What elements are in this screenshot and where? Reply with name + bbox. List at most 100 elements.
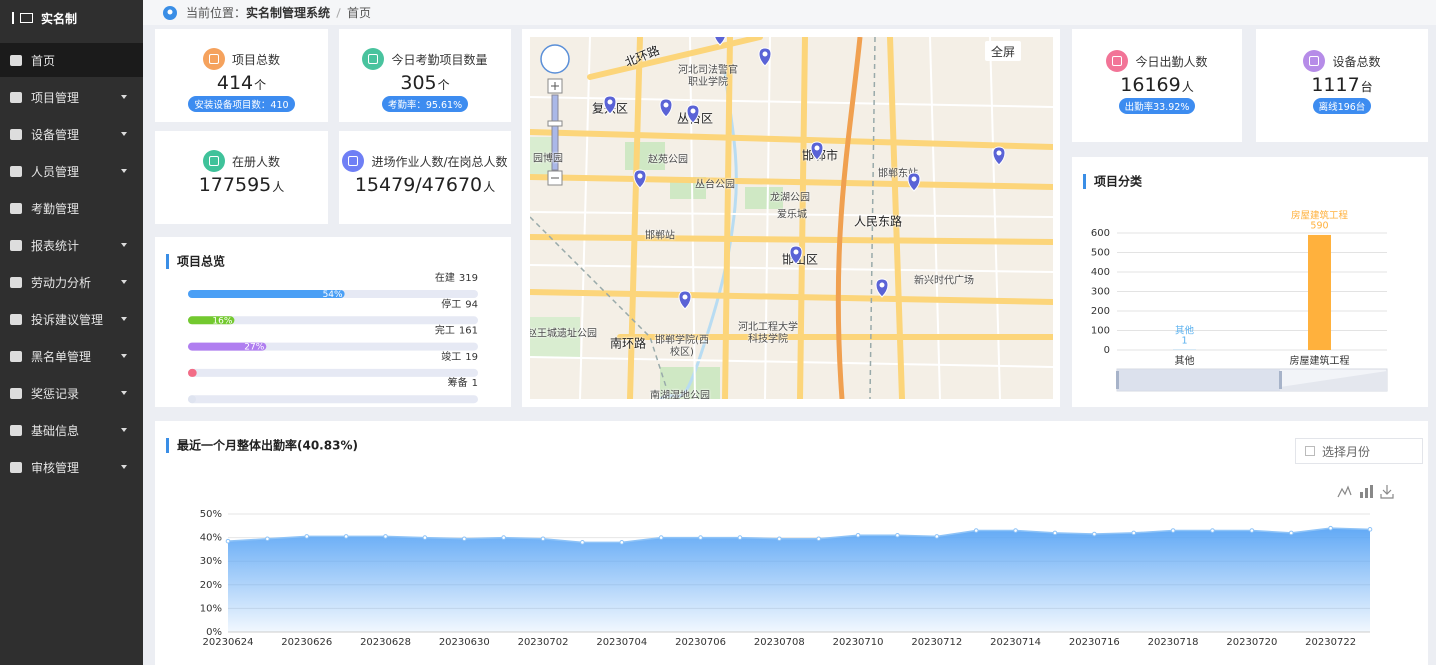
title-accent	[166, 438, 169, 453]
menu-item[interactable]: 项目管理	[0, 80, 143, 114]
month-picker[interactable]: 选择月份	[1295, 438, 1423, 464]
location-icon	[163, 5, 177, 20]
stat-value: 1117	[1311, 74, 1360, 96]
map-pin[interactable]	[678, 290, 692, 310]
map-pin[interactable]	[875, 278, 889, 298]
menu-item[interactable]: 首页	[0, 43, 143, 77]
map-label: 河北工程大学科技学院	[738, 322, 798, 345]
stat-value: 177595	[198, 174, 272, 196]
logo[interactable]: 实名制	[0, 0, 143, 36]
point	[1170, 528, 1176, 533]
progress-label: 16%	[212, 316, 232, 326]
fullscreen-button[interactable]: 全屏	[985, 41, 1022, 61]
point	[461, 536, 467, 542]
progress-track	[188, 395, 478, 404]
map-pin[interactable]	[789, 245, 803, 265]
fullscreen-label: 全屏	[991, 44, 1016, 59]
chart-toolbox	[1337, 485, 1394, 499]
menu-item[interactable]: 考勤管理	[0, 191, 143, 225]
point	[1052, 530, 1058, 536]
bar	[1308, 234, 1331, 350]
map-pin[interactable]	[603, 95, 617, 115]
menu-item[interactable]: 基础信息	[0, 413, 143, 447]
progress-label: 27%	[244, 343, 264, 353]
stat-icon	[202, 150, 225, 172]
map-pin[interactable]	[659, 98, 673, 118]
stat-icon	[362, 48, 385, 70]
data-zoom[interactable]	[1116, 368, 1388, 392]
map-pin[interactable]	[810, 141, 824, 161]
bar-tool[interactable]	[1360, 485, 1373, 498]
breadcrumb: 当前位置： 实名制管理系统 首页	[143, 0, 1436, 25]
menu-icon	[10, 461, 22, 473]
point	[1013, 528, 1018, 533]
stat-card: 在册人数 177595人	[155, 131, 328, 224]
map-label: 赵苑公园	[648, 154, 688, 166]
pin-body	[789, 245, 803, 265]
bar-label-value: 590	[1310, 220, 1328, 231]
menu-item[interactable]: 黑名单管理	[0, 339, 143, 373]
y-tick-label: 10%	[200, 603, 222, 614]
area	[228, 528, 1370, 632]
map-pin[interactable]	[714, 37, 726, 46]
zoom-handle[interactable]	[1279, 371, 1282, 389]
stat-value-row: 177595人	[199, 174, 285, 196]
stat-value-row: 305个	[400, 72, 449, 94]
progress-bar	[188, 342, 267, 351]
pin-body	[659, 98, 673, 118]
map-pins	[603, 37, 1006, 310]
menu-label: 项目管理	[31, 90, 80, 105]
map-label: 河北司法警官职业学院	[678, 65, 738, 88]
caret	[121, 95, 127, 99]
pin-body	[758, 47, 772, 67]
menu-label: 人员管理	[31, 164, 80, 179]
menu-item[interactable]: 审核管理	[0, 450, 143, 484]
chart-title: 项目分类	[1094, 174, 1143, 189]
menu-item[interactable]: 人员管理	[0, 154, 143, 188]
menu-item[interactable]: 投诉建议管理	[0, 302, 143, 336]
breadcrumb-system[interactable]: 实名制管理系统	[246, 6, 331, 20]
pin-dot	[682, 294, 688, 300]
map-pin[interactable]	[633, 169, 647, 189]
stat-badge: 安装设备项目数：410	[188, 96, 295, 112]
menu-item[interactable]: 报表统计	[0, 228, 143, 262]
stat-value: 414	[216, 72, 254, 94]
menu-label: 审核管理	[31, 460, 80, 475]
status-label: 停工 94	[441, 297, 478, 310]
map-pin[interactable]	[907, 172, 921, 192]
point	[1131, 530, 1137, 536]
map[interactable]: 北环路复兴区丛台区邯郸市人民东路邯山区南环路赵苑公园丛台公园龙湖公园爱乐城邯郸站…	[530, 37, 1053, 399]
zoom-handle[interactable]	[1116, 371, 1119, 389]
caret	[121, 169, 127, 173]
stat-head: 项目总数	[202, 47, 280, 71]
stat-card: 项目总数 414个 安装设备项目数：410	[155, 29, 328, 122]
x-tick-label: 20230628	[360, 637, 411, 648]
point	[1092, 531, 1097, 537]
y-tick-label: 500	[1091, 248, 1110, 259]
menu-item[interactable]: 设备管理	[0, 117, 143, 151]
y-tick-label: 200	[1091, 306, 1110, 317]
bar-label-name: 其他	[1175, 324, 1195, 336]
zoom-window	[1117, 369, 1280, 391]
point	[1328, 525, 1333, 531]
project-overview-panel: 项目总览 在建 319 54% 停工 94 16% 完工 161 27% 竣工 19 筹备 1	[155, 237, 511, 407]
map-label: 爱乐城	[777, 209, 807, 221]
stat-card: 今日考勤项目数量 305个 考勤率：95.61%	[339, 29, 511, 122]
x-tick-label: 20230706	[675, 637, 726, 648]
zoom-control[interactable]	[540, 44, 570, 186]
stat-label: 今日考勤项目数量	[391, 52, 488, 67]
map-label: 赵王城遗址公园	[530, 328, 597, 340]
menu-item[interactable]: 奖惩记录	[0, 376, 143, 410]
download-tool[interactable]	[1380, 485, 1394, 499]
point	[1367, 527, 1373, 532]
stat-label: 设备总数	[1332, 54, 1381, 69]
menu-item[interactable]: 劳动力分析	[0, 265, 143, 299]
point	[501, 535, 506, 540]
stat-head: 设备总数	[1303, 49, 1381, 73]
map-pin[interactable]	[992, 146, 1006, 166]
map-pin[interactable]	[758, 47, 772, 67]
map-label: 人民东路	[853, 214, 903, 229]
line-tool[interactable]	[1337, 485, 1352, 498]
map-label: 丛台公园	[695, 179, 735, 191]
map-pin[interactable]	[686, 104, 700, 124]
